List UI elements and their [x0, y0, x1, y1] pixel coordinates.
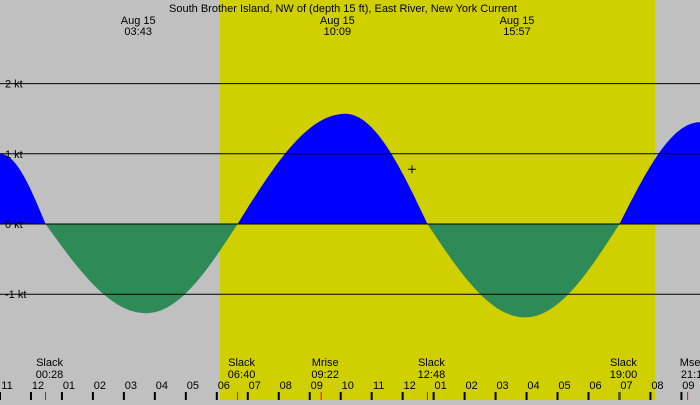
hour-label: 03 [496, 380, 508, 392]
hour-label: 02 [94, 380, 106, 392]
hour-label: 06 [589, 380, 601, 392]
event-label: Mset [680, 357, 700, 369]
hour-label: 11 [1, 380, 12, 392]
y-tick-label: 2 kt [5, 79, 23, 91]
extreme-time: 15:57 [503, 26, 531, 38]
chart-title: South Brother Island, NW of (depth 15 ft… [169, 3, 517, 15]
y-tick-label: 0 kt [5, 219, 23, 231]
hour-label: 09 [311, 380, 323, 392]
hour-label: 04 [527, 380, 539, 392]
event-label: Slack [418, 357, 445, 369]
event-label: Slack [228, 357, 255, 369]
hour-label: 05 [558, 380, 570, 392]
hour-label: 12 [404, 380, 416, 392]
hour-label: 12 [32, 380, 44, 392]
y-tick-label: -1 kt [5, 289, 26, 301]
hour-label: 10 [342, 380, 354, 392]
hour-label: 04 [156, 380, 168, 392]
hour-label: 01 [435, 380, 447, 392]
event-label: Mrise [312, 357, 339, 369]
extreme-time: 03:43 [124, 26, 152, 38]
hour-label: 02 [465, 380, 477, 392]
hour-label: 08 [280, 380, 292, 392]
y-tick-label: 1 kt [5, 149, 23, 161]
event-label: Slack [610, 357, 637, 369]
hour-label: 01 [63, 380, 75, 392]
hour-label: 07 [249, 380, 261, 392]
hour-label: 03 [125, 380, 137, 392]
hour-label: 08 [651, 380, 663, 392]
hour-label: 05 [187, 380, 199, 392]
hour-label: 06 [218, 380, 230, 392]
event-label: Slack [36, 357, 63, 369]
hour-label: 09 [682, 380, 694, 392]
hour-label: 07 [620, 380, 632, 392]
hour-label: 11 [373, 380, 384, 392]
extreme-time: 10:09 [324, 26, 352, 38]
